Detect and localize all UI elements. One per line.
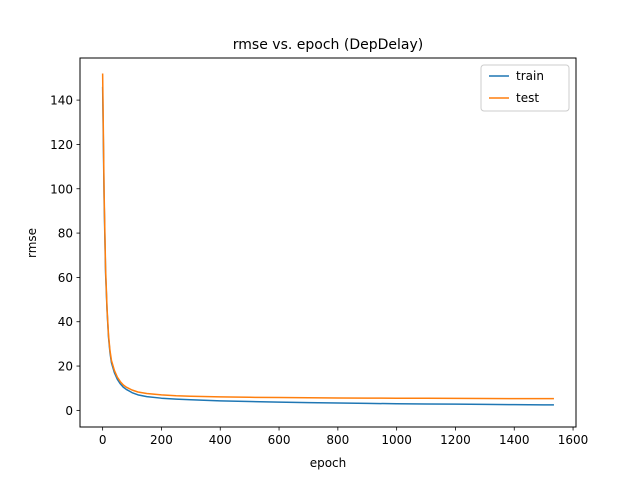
y-tick-label: 140 — [50, 94, 73, 108]
plot-frame — [79, 57, 577, 428]
y-tick-label: 20 — [58, 360, 73, 374]
legend-label-train: train — [516, 69, 544, 83]
x-tick-label: 600 — [268, 433, 291, 447]
x-tick-label: 200 — [150, 433, 173, 447]
x-tick-label: 800 — [326, 433, 349, 447]
x-tick-label: 1400 — [499, 433, 530, 447]
series-line-test — [101, 73, 554, 400]
legend: train test — [480, 64, 570, 112]
y-axis-label: rmse — [25, 228, 39, 258]
y-tick-label: 0 — [65, 404, 73, 418]
y-tick-label: 60 — [58, 271, 73, 285]
y-tick-label: 80 — [58, 227, 73, 241]
x-tick-label: 1000 — [381, 433, 412, 447]
y-tick-label: 100 — [50, 182, 73, 196]
x-axis-ticks: 0 200 400 600 800 1000 1200 1400 1600 — [99, 427, 589, 447]
x-tick-label: 0 — [99, 433, 107, 447]
x-axis-label: epoch — [310, 456, 347, 470]
plot-lines — [101, 73, 554, 406]
x-tick-label: 1200 — [440, 433, 471, 447]
y-tick-label: 120 — [50, 138, 73, 152]
x-tick-label: 400 — [209, 433, 232, 447]
y-tick-label: 40 — [58, 315, 73, 329]
x-tick-label: 1600 — [558, 433, 589, 447]
legend-label-test: test — [516, 91, 539, 105]
y-axis-ticks: 0 20 40 60 80 100 120 140 — [50, 94, 80, 418]
chart-title: rmse vs. epoch (DepDelay) — [233, 37, 423, 53]
